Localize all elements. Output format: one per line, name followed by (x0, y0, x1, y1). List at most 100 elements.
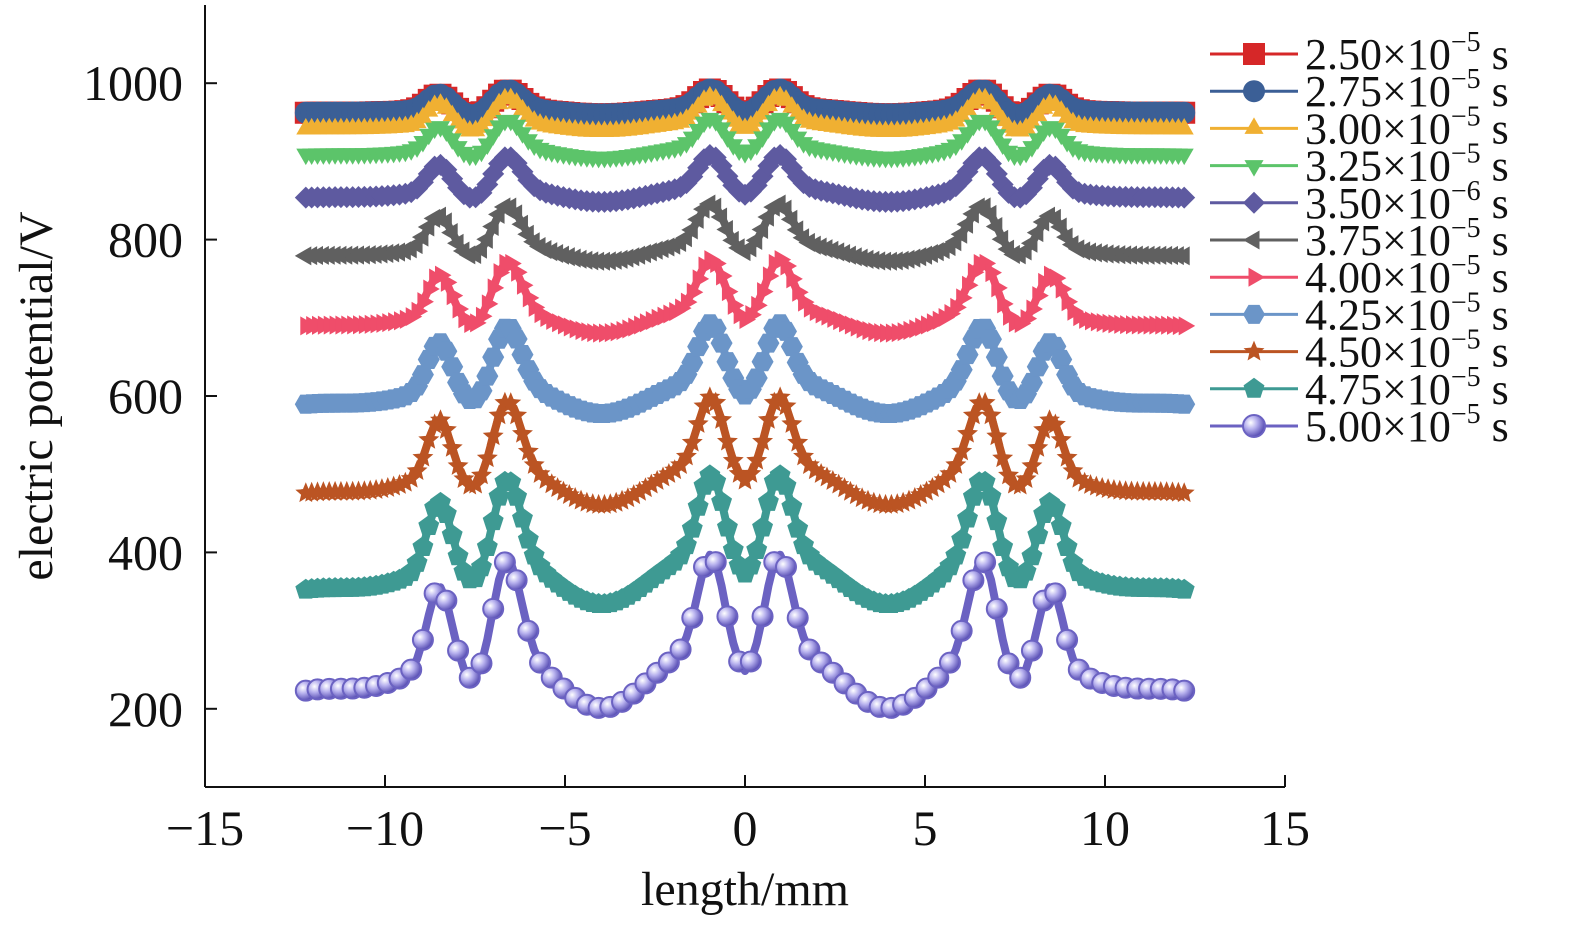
data-point (505, 204, 523, 224)
data-point (980, 404, 1002, 425)
data-point (962, 404, 984, 425)
legend-marker (1243, 80, 1265, 103)
data-point (752, 430, 774, 451)
data-point (962, 569, 985, 592)
data-point (681, 220, 698, 240)
data-point (980, 485, 1002, 506)
data-point (786, 269, 803, 289)
data-point (517, 440, 539, 461)
data-point (997, 652, 1020, 675)
data-point (979, 253, 997, 273)
data-point (1173, 679, 1196, 702)
data-point (529, 651, 552, 674)
data-point (1032, 286, 1049, 306)
data-point (1026, 299, 1043, 319)
data-point (746, 449, 768, 470)
data-point (441, 223, 458, 243)
data-point (1020, 639, 1043, 662)
x-tick-label: 10 (1080, 800, 1130, 856)
legend-item: 4.00×10−5 s (1210, 250, 1509, 302)
data-point (447, 639, 470, 662)
data-point (740, 554, 762, 575)
data-point (956, 345, 979, 365)
data-point (686, 282, 704, 302)
y-tick-label: 200 (108, 681, 183, 737)
data-point (1009, 666, 1032, 689)
legend-label: 2.75×10−5 s (1305, 64, 1509, 116)
data-point (681, 352, 704, 372)
y-tick-label: 800 (108, 212, 183, 268)
data-point (412, 446, 434, 467)
data-point (1021, 454, 1043, 475)
data-point (617, 487, 639, 508)
data-point (517, 619, 540, 642)
legend-marker (1248, 267, 1265, 287)
y-axis-title: electric potential/V (10, 211, 63, 581)
series-5 (294, 143, 1196, 213)
data-point (1055, 279, 1073, 299)
series-line (305, 393, 1185, 509)
data-point (475, 306, 493, 326)
data-point (488, 404, 510, 425)
data-point (757, 282, 774, 302)
data-point (517, 528, 539, 549)
data-point (787, 517, 809, 538)
series-3 (296, 85, 1194, 138)
data-point (956, 288, 973, 308)
series-4 (296, 112, 1194, 169)
data-point (950, 360, 973, 380)
legend-label: 4.75×10−5 s (1305, 362, 1509, 414)
data-point (991, 366, 1014, 386)
data-point (394, 471, 416, 492)
data-point (763, 391, 785, 412)
data-point (745, 368, 768, 388)
data-point (493, 551, 516, 574)
data-point (945, 453, 967, 474)
data-point (774, 321, 797, 341)
data-point (522, 288, 540, 308)
series-9 (295, 386, 1195, 514)
legend-label: 2.50×10−5 s (1305, 27, 1509, 79)
data-point (781, 495, 803, 516)
x-tick-label: 5 (913, 800, 938, 856)
data-point (400, 658, 423, 681)
data-point (680, 292, 698, 312)
legend-marker (1242, 414, 1266, 438)
data-point (992, 447, 1014, 468)
series-6 (294, 194, 1190, 271)
data-point (1061, 292, 1079, 312)
data-point (734, 469, 756, 490)
series-10 (295, 464, 1195, 613)
legend-marker (1243, 377, 1265, 398)
data-point (751, 605, 774, 628)
data-point (505, 253, 522, 274)
data-point (898, 489, 920, 510)
data-point (629, 480, 651, 501)
data-point (979, 329, 1002, 349)
data-point (476, 536, 498, 557)
data-point (511, 345, 534, 365)
data-point (418, 515, 440, 535)
data-point (974, 470, 996, 491)
data-point (611, 489, 633, 510)
data-point (687, 337, 710, 357)
data-point (482, 425, 504, 446)
data-point (710, 333, 733, 353)
data-point (957, 507, 978, 528)
data-point (681, 431, 703, 452)
legend-marker (1243, 230, 1260, 250)
data-point (1174, 117, 1194, 135)
data-point (446, 286, 464, 306)
data-point (950, 224, 968, 244)
data-point (716, 266, 733, 286)
data-point (1173, 246, 1190, 266)
x-tick-label: −5 (538, 800, 591, 856)
plot-area (294, 78, 1196, 719)
data-point (1015, 468, 1037, 488)
data-point (985, 597, 1008, 620)
data-point (664, 459, 686, 480)
data-point (981, 120, 1001, 137)
data-point (500, 471, 522, 492)
data-point (687, 495, 709, 516)
